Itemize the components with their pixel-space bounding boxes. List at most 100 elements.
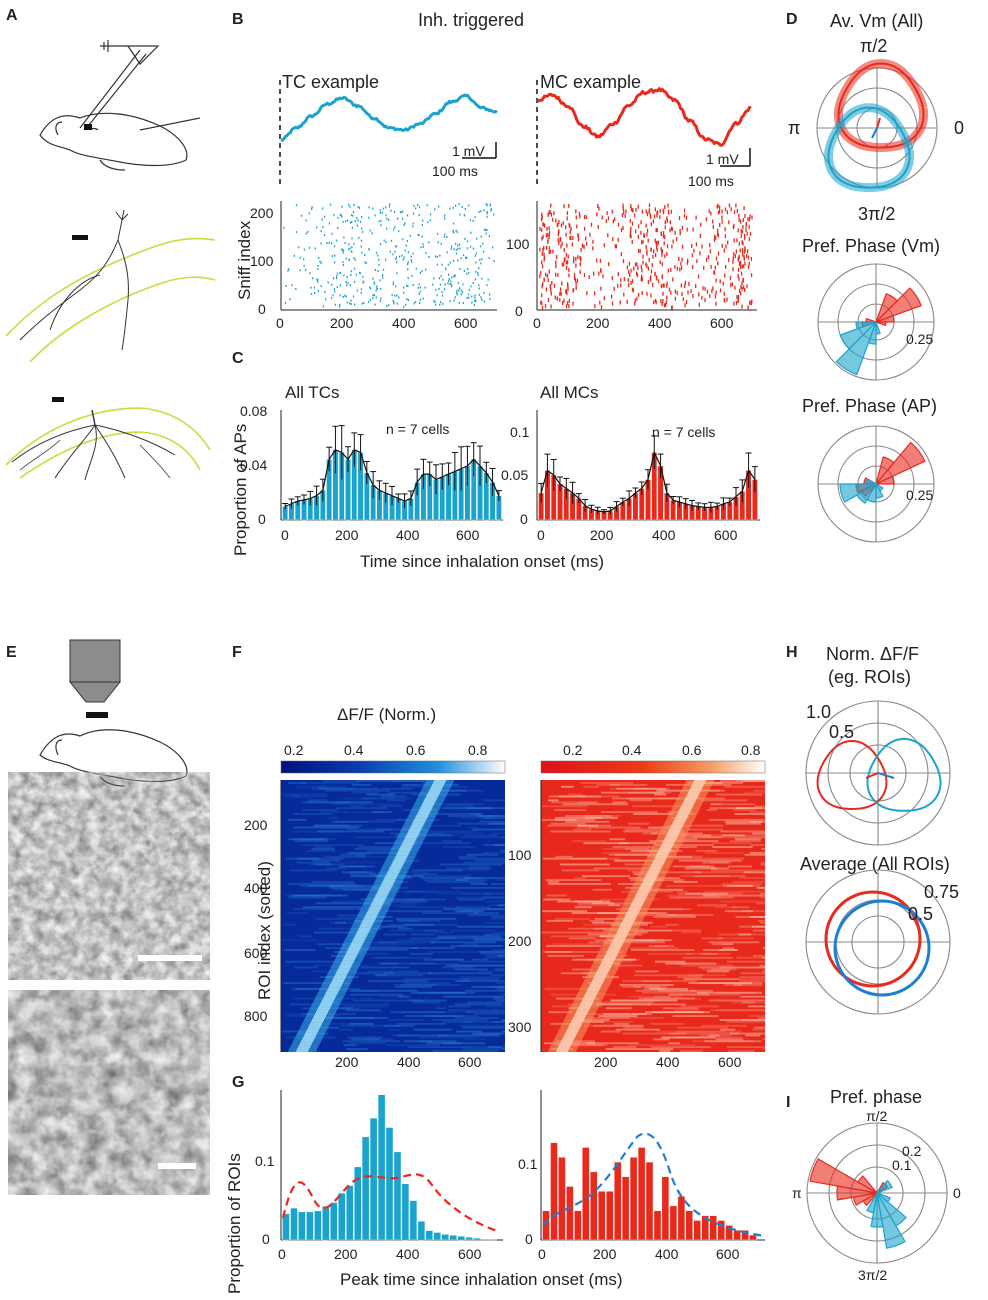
heat-ridge-halo [410,811,439,814]
c-tc-xtick-200: 200 [335,527,359,543]
heat-streak [634,931,648,934]
heat-ridge-halo [650,849,679,852]
heat-ridge-halo [313,1001,341,1004]
heat-streak [501,1019,505,1021]
f-mc-cbar-tick-04: 0.4 [622,742,642,758]
heat-streak [677,976,702,979]
heat-streak [398,939,440,942]
heat-ridge-halo [665,820,694,823]
heat-streak [426,1042,486,1045]
heat-streak [708,999,765,1002]
heat-streak [655,960,686,963]
heat-ridge-halo [407,816,436,819]
heat-streak [378,941,436,944]
heat-streak [720,780,765,782]
mc-raster-ytick-100: 100 [506,236,530,252]
heat-ridge-halo [580,985,609,988]
polar-wedge [875,1179,893,1195]
heat-ridge-halo [336,954,365,957]
heat-ridge-halo [361,906,390,909]
heat-streak [464,943,479,946]
heat-streak [442,807,492,810]
heat-streak [454,1017,500,1019]
heat-streak [553,809,587,812]
heat-streak [313,846,334,849]
heat-streak [456,869,489,872]
heat-ridge-halo [326,974,355,977]
heat-streak [293,838,335,841]
heat-streak [465,1011,505,1014]
heat-streak [454,968,488,971]
heat-streak [714,906,737,909]
heat-streak [426,881,485,883]
bar [590,1171,598,1241]
heat-streak [710,1009,765,1012]
heat-streak [471,1046,505,1049]
polar-wedge [865,478,879,485]
mouse-recording-schematic [39,40,201,171]
d-polar-pref-vm [817,263,935,381]
heat-ridge-halo [309,1009,337,1012]
heat-ridge-halo [346,935,375,938]
heat-streak [432,832,483,835]
heat-streak [458,945,505,948]
heat-streak [573,900,602,903]
heat-ridge-halo [408,815,437,817]
heat-streak [285,795,300,798]
heat-streak [383,900,427,903]
heat-streak [409,962,459,965]
f-tc-xtick-600: 600 [458,1054,482,1070]
heat-streak [633,813,674,815]
heat-streak [722,943,734,946]
heat-streak [763,966,765,969]
heat-streak [490,917,505,920]
heat-streak [324,989,379,992]
heat-ridge-halo [550,1046,579,1049]
panel-label-c: C [232,350,244,367]
heat-streak [433,1050,499,1052]
heat-streak [632,805,692,808]
heat-ridge-halo [351,925,380,928]
heat-ridge-halo [349,929,378,932]
bar [457,1236,465,1241]
heat-streak [496,987,505,990]
heat-streak [442,1020,473,1023]
heat-streak [668,1032,739,1035]
heat-ridge-halo [295,1036,324,1039]
heat-ridge-halo [365,898,394,901]
bar [369,1117,378,1241]
heat-streak [429,991,463,994]
g-mc-ytick-0: 0 [525,1231,533,1247]
heat-ridge-halo [368,892,397,895]
heat-streak [429,984,461,986]
heat-streak [340,853,366,856]
heat-streak [550,830,611,833]
heat-streak [283,982,350,985]
heat-streak [727,960,765,963]
heat-streak [383,972,432,975]
heat-streak [457,925,505,928]
heat-streak [492,1020,505,1023]
heat-streak [601,851,656,854]
bar [701,1215,709,1241]
heat-streak [409,999,447,1002]
heat-ridge-halo [291,1044,320,1047]
heat-streak [726,807,749,810]
heat-streak [762,873,765,876]
heat-streak [376,925,405,928]
heat-streak [709,818,765,821]
heat-streak [337,797,374,800]
heat-streak [311,881,354,883]
heat-streak [733,809,757,812]
heat-streak [426,890,463,893]
heat-streak [657,989,697,992]
heat-streak [711,943,723,946]
heat-streak [715,1038,744,1041]
heat-streak [577,902,637,905]
h-rlabel-1: 1.0 [806,702,831,722]
heat-ridge-halo [664,822,693,825]
heat-ridge-halo [314,997,343,1000]
heat-streak [372,956,433,959]
heat-ridge-halo [562,1022,590,1025]
